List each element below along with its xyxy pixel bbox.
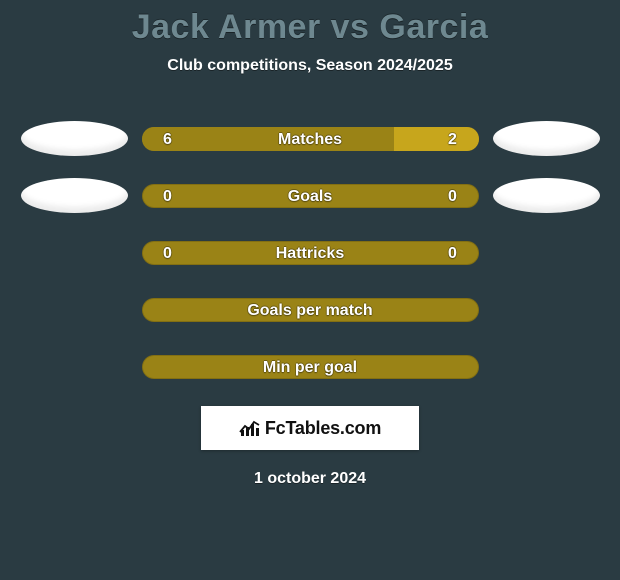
bar-matches-right-value: 2 [441, 131, 465, 149]
bar-min-per-goal: Min per goal [142, 355, 479, 379]
player1-avatar [21, 121, 128, 156]
player2-avatar [493, 121, 600, 156]
bar-mpg-content: Min per goal [142, 355, 479, 379]
bar-hattricks-content: 0 Hattricks 0 [142, 241, 479, 265]
bar-matches-left-value: 6 [156, 131, 180, 149]
player2-avatar [493, 178, 600, 213]
footer-date: 1 october 2024 [0, 470, 620, 488]
row-goals: 0 Goals 0 [0, 178, 620, 213]
bar-goals-right-value: 0 [441, 188, 465, 206]
bar-chart-icon [239, 419, 261, 437]
bar-matches-label: Matches [180, 131, 441, 149]
row-min-per-goal: Min per goal [0, 349, 620, 384]
bar-mpg-label: Min per goal [180, 359, 441, 377]
site-logo-inner: FcTables.com [239, 418, 381, 439]
bar-matches: 6 Matches 2 [142, 127, 479, 151]
bar-gpm-content: Goals per match [142, 298, 479, 322]
bar-goals-per-match: Goals per match [142, 298, 479, 322]
bar-matches-content: 6 Matches 2 [142, 127, 479, 151]
row-matches: 6 Matches 2 [0, 121, 620, 156]
bar-goals-label: Goals [180, 188, 441, 206]
title-vs: vs [321, 8, 380, 46]
row-hattricks: 0 Hattricks 0 [0, 235, 620, 270]
bar-hattricks-left-value: 0 [156, 245, 180, 263]
bar-hattricks-right-value: 0 [441, 245, 465, 263]
page-title: Jack Armer vs Garcia [0, 0, 620, 47]
player1-avatar [21, 178, 128, 213]
site-logo: FcTables.com [201, 406, 419, 450]
site-logo-text: FcTables.com [265, 418, 381, 439]
comparison-rows: 6 Matches 2 0 Goals 0 0 Hatt [0, 121, 620, 384]
bar-hattricks-label: Hattricks [180, 245, 441, 263]
bar-goals: 0 Goals 0 [142, 184, 479, 208]
row-goals-per-match: Goals per match [0, 292, 620, 327]
title-player2: Garcia [379, 8, 488, 46]
bar-goals-left-value: 0 [156, 188, 180, 206]
bar-hattricks: 0 Hattricks 0 [142, 241, 479, 265]
bar-gpm-label: Goals per match [180, 302, 441, 320]
bar-goals-content: 0 Goals 0 [142, 184, 479, 208]
subtitle: Club competitions, Season 2024/2025 [0, 57, 620, 75]
title-player1: Jack Armer [132, 8, 321, 46]
